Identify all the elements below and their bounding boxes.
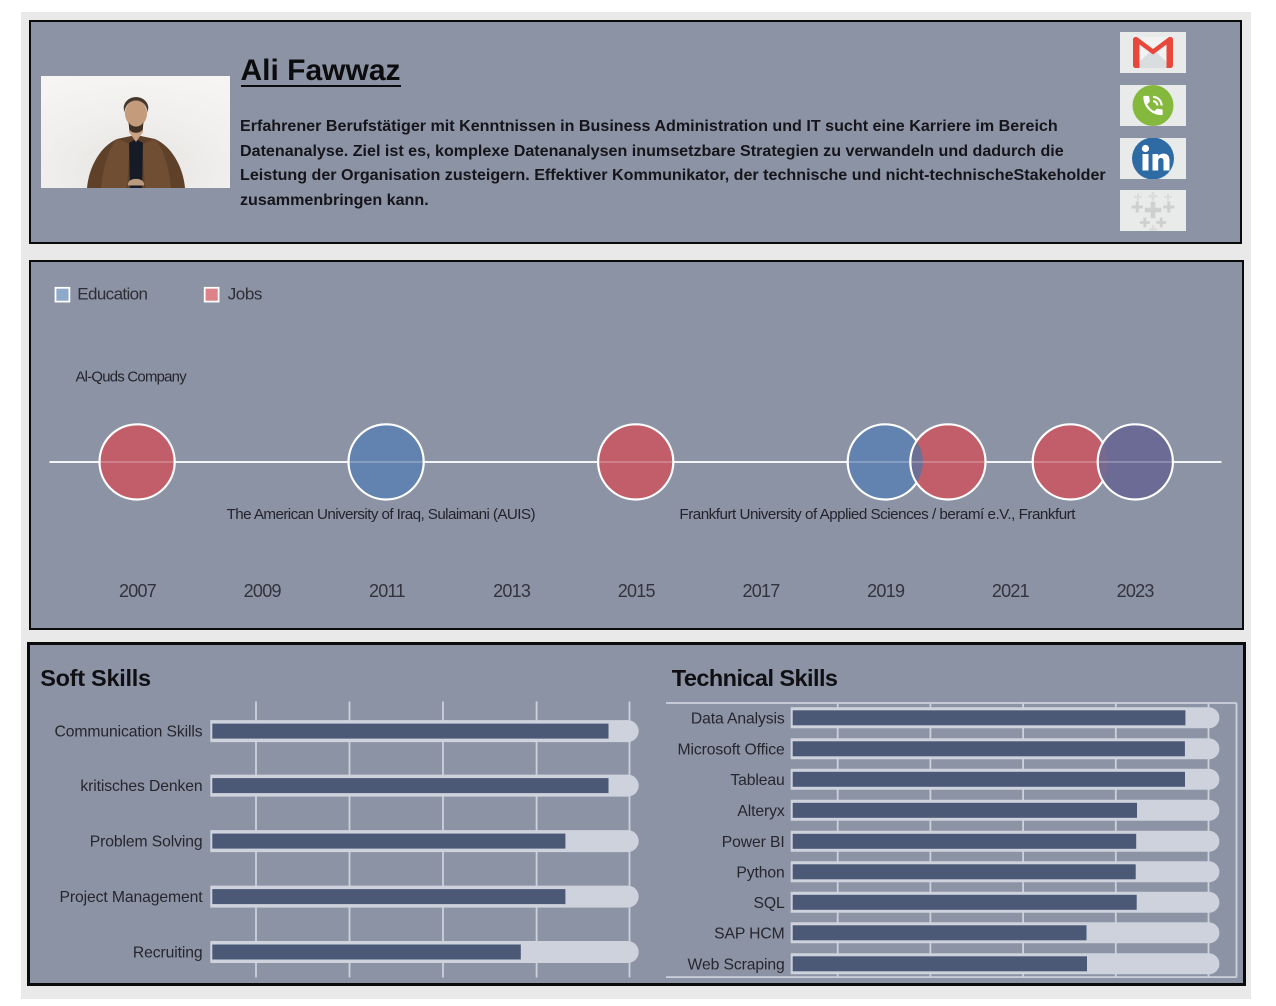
- svg-text:Jobs: Jobs: [228, 285, 262, 304]
- svg-text:SQL: SQL: [754, 894, 785, 911]
- svg-text:Recruiting: Recruiting: [133, 944, 203, 961]
- svg-text:Project Management: Project Management: [60, 889, 204, 906]
- svg-text:kritisches Denken: kritisches Denken: [80, 778, 202, 795]
- svg-text:2015: 2015: [618, 581, 656, 601]
- svg-text:Al-Quds Company: Al-Quds Company: [75, 369, 187, 385]
- svg-text:Power BI: Power BI: [722, 833, 785, 850]
- svg-text:Data Analysis: Data Analysis: [691, 710, 785, 727]
- svg-text:Web Scraping: Web Scraping: [688, 956, 785, 973]
- svg-text:Soft Skills: Soft Skills: [40, 665, 151, 691]
- svg-text:Python: Python: [736, 864, 784, 881]
- svg-text:Microsoft Office: Microsoft Office: [678, 741, 785, 758]
- svg-text:2021: 2021: [992, 581, 1030, 601]
- svg-text:2007: 2007: [119, 581, 157, 601]
- svg-text:2023: 2023: [1117, 581, 1155, 601]
- svg-text:Problem Solving: Problem Solving: [90, 833, 203, 850]
- svg-text:Alteryx: Alteryx: [737, 802, 784, 819]
- svg-text:2013: 2013: [493, 581, 531, 601]
- svg-text:Tableau: Tableau: [730, 771, 784, 788]
- svg-text:2019: 2019: [867, 581, 905, 601]
- svg-text:2017: 2017: [742, 581, 780, 601]
- svg-text:2011: 2011: [369, 581, 405, 601]
- svg-text:Communication Skills: Communication Skills: [55, 723, 203, 740]
- svg-text:2009: 2009: [244, 581, 282, 601]
- svg-text:The American University of Ira: The American University of Iraq, Sulaima…: [227, 506, 536, 523]
- svg-text:Education: Education: [77, 285, 147, 304]
- svg-text:Frankfurt University of Applie: Frankfurt University of Applied Sciences…: [679, 506, 1076, 523]
- svg-text:SAP HCM: SAP HCM: [714, 925, 785, 942]
- svg-text:Technical Skills: Technical Skills: [672, 665, 838, 691]
